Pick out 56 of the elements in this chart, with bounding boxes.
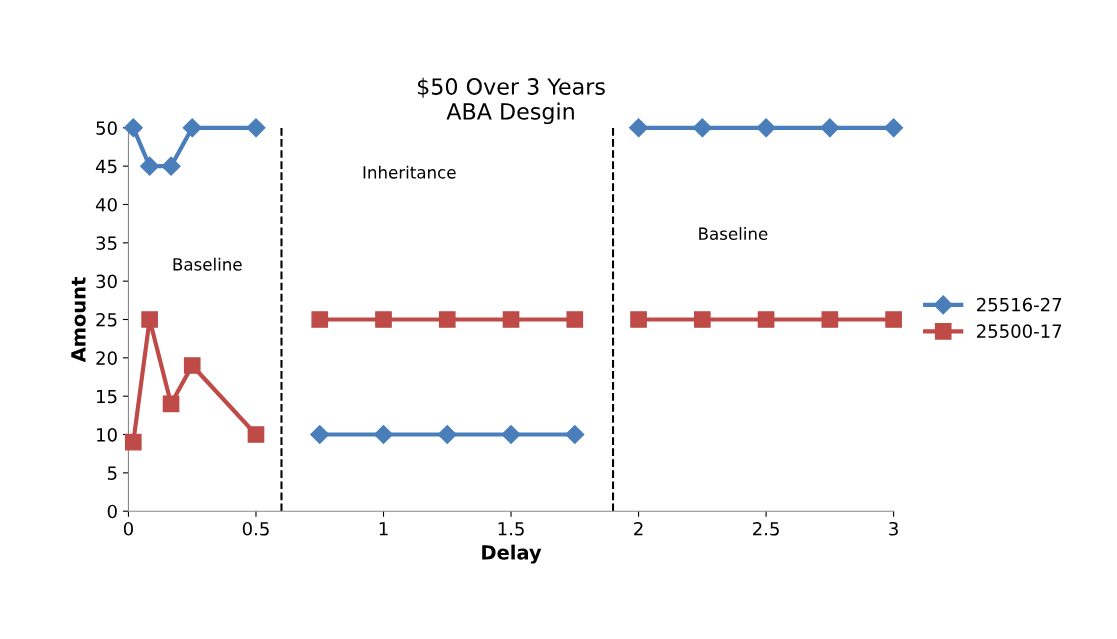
y-tick-label: 15 <box>97 389 117 404</box>
y-tick-label: 20 <box>96 351 117 365</box>
point <box>161 156 181 176</box>
point <box>311 311 329 328</box>
point <box>246 118 266 138</box>
y-tick-label: 50 <box>96 121 117 135</box>
point <box>757 311 775 328</box>
y-axis-title: Amount <box>71 277 86 363</box>
point <box>375 311 392 328</box>
point <box>162 395 180 413</box>
point <box>123 118 143 138</box>
x-tick-label: 0 <box>123 521 133 536</box>
point <box>437 424 457 445</box>
point <box>885 311 902 328</box>
y-tick-label: 35 <box>96 236 117 250</box>
y-tick-label: 10 <box>97 427 117 442</box>
point <box>310 424 330 445</box>
point <box>821 311 839 328</box>
x-tick-label: 3 <box>889 521 898 536</box>
point <box>502 311 520 328</box>
point <box>820 118 840 138</box>
point <box>629 118 649 138</box>
point <box>565 424 585 445</box>
point <box>884 118 904 138</box>
x-tick-label: 2 <box>634 521 643 536</box>
point <box>182 118 202 138</box>
point <box>756 118 776 138</box>
x-tick-label: 0.5 <box>242 521 269 536</box>
point <box>247 426 265 443</box>
point <box>501 424 521 445</box>
point <box>141 311 158 328</box>
legend-label: 25500-17 <box>977 324 1062 338</box>
point <box>373 424 394 445</box>
x-tick-label: 1.5 <box>498 522 524 536</box>
point <box>438 311 456 328</box>
point <box>566 311 584 328</box>
point <box>693 311 711 328</box>
legend-label: 25516-27 <box>977 297 1062 312</box>
annotation: Baseline <box>173 257 242 271</box>
x-axis-title: Delay <box>482 544 542 564</box>
y-tick-label: 40 <box>95 197 117 212</box>
y-tick-label: 25 <box>96 312 117 327</box>
y-tick-label: 0 <box>107 504 117 519</box>
y-tick-label: 45 <box>95 159 117 174</box>
point <box>124 433 142 451</box>
x-tick-label: 1 <box>379 522 388 536</box>
point <box>183 357 201 374</box>
x-tick-label: 2.5 <box>753 521 779 536</box>
y-tick-label: 5 <box>107 466 117 480</box>
point <box>140 156 160 176</box>
annotation: Baseline <box>699 227 768 240</box>
annotation: Inheritance <box>363 165 456 179</box>
chart-title: $50 Over 3 Years ABA Desgin <box>417 77 605 125</box>
y-tick-label: 30 <box>96 274 117 289</box>
point <box>692 118 712 138</box>
point <box>630 311 647 328</box>
